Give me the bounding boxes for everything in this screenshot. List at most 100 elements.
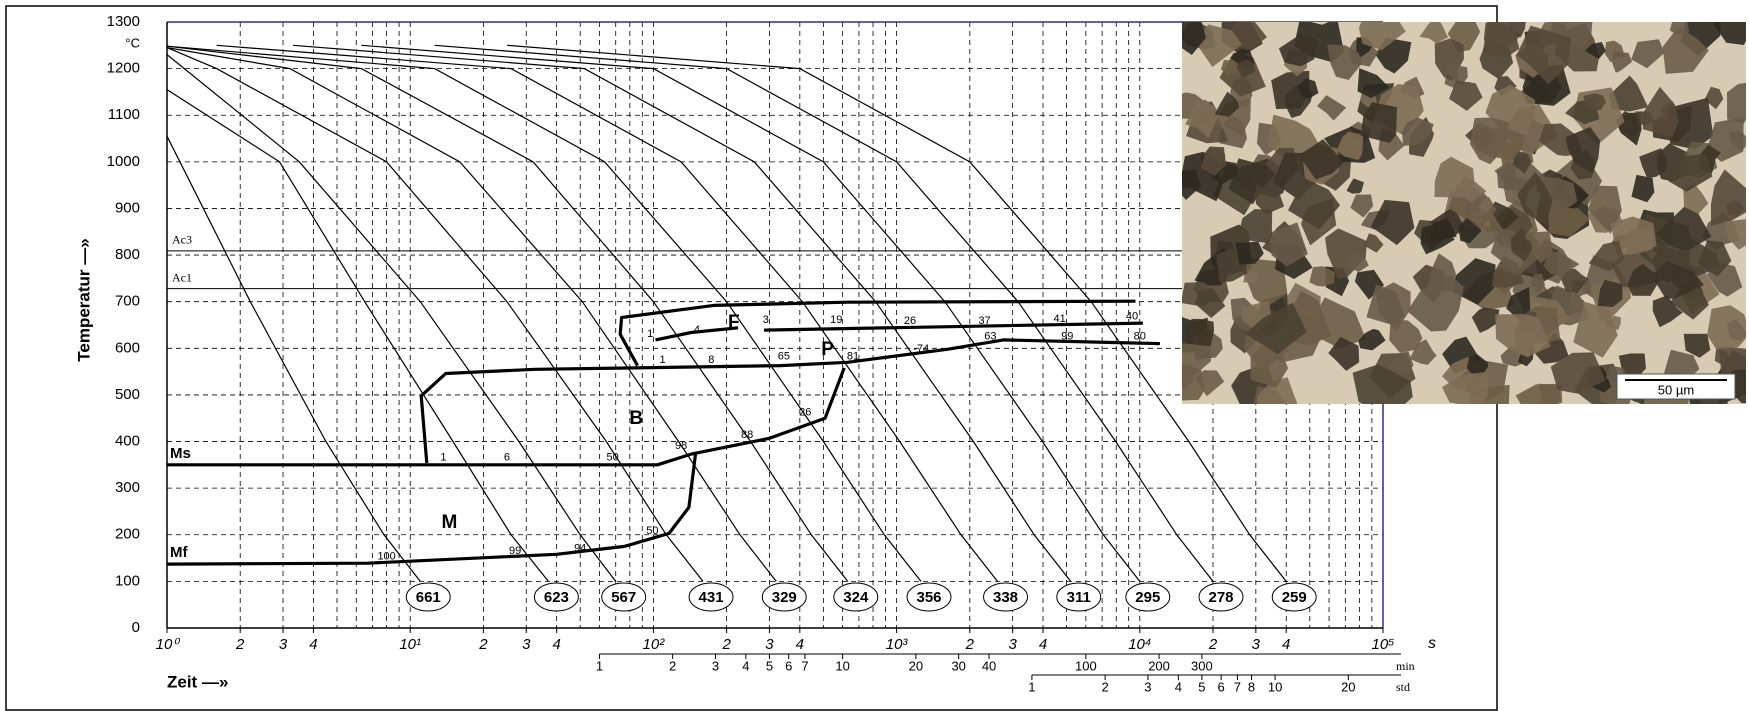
y-tick-label: 1300 — [107, 13, 140, 30]
reference-label: Ac1 — [172, 270, 192, 284]
x-tick-label: 10¹ — [399, 636, 421, 653]
hardness-label: 278 — [1208, 589, 1233, 606]
percent-label: 99 — [509, 545, 521, 557]
percent-label: 6 — [504, 451, 510, 463]
y-tick-label: 0 — [132, 619, 140, 636]
percent-label: 94 — [574, 543, 586, 555]
x-tick-label: 2 — [235, 636, 245, 653]
min-axis-tick-label: 10 — [835, 658, 849, 673]
percent-label: -74 — [913, 343, 929, 355]
x-tick-label: 4 — [1039, 636, 1047, 653]
x-tick-label: 3 — [765, 636, 774, 653]
hardness-label: 295 — [1135, 589, 1160, 606]
percent-label: 1 — [659, 354, 665, 366]
min-axis-tick-label: 300 — [1191, 658, 1213, 673]
y-unit: °C — [125, 35, 140, 50]
min-axis-tick-label: 40 — [982, 658, 996, 673]
y-tick-label: 1000 — [107, 153, 140, 170]
percent-label: 88 — [741, 429, 753, 441]
phase-label: P — [821, 339, 834, 360]
hardness-label: 311 — [1067, 589, 1091, 606]
hardness-label: 567 — [611, 589, 636, 606]
x-tick-label: 10⁵ — [1372, 636, 1395, 653]
phase-label: B — [629, 408, 643, 429]
percent-label: 50 — [646, 525, 658, 537]
micrograph — [1166, 3, 1749, 432]
min-axis-tick-label: 100 — [1075, 658, 1097, 673]
std-unit: std — [1396, 680, 1410, 694]
std-axis-tick-label: 20 — [1341, 679, 1355, 694]
percent-label: 41 — [1053, 313, 1065, 325]
x-tick-label: 4 — [1282, 636, 1290, 653]
hardness-label: 324 — [843, 589, 869, 606]
percent-label: 50 — [607, 451, 619, 463]
y-axis-title: Temperatur —» — [74, 238, 93, 361]
x-tick-label: 10⁰ — [156, 636, 181, 653]
y-tick-label: 800 — [115, 246, 140, 263]
min-axis-tick-label: 200 — [1148, 658, 1170, 673]
percent-label: 1 — [647, 328, 653, 340]
x-tick-label: 2 — [965, 636, 975, 653]
x-tick-label: 2 — [721, 636, 731, 653]
y-tick-label: 600 — [115, 339, 140, 356]
std-axis-tick-label: 2 — [1101, 679, 1108, 694]
std-axis-tick-label: 1 — [1028, 679, 1035, 694]
std-axis-tick-label: 8 — [1248, 679, 1255, 694]
x-tick-label: 4 — [309, 636, 317, 653]
min-axis-tick-label: 20 — [909, 658, 923, 673]
chart: Ac3Ac16616235674313293243563383112952782… — [0, 0, 1749, 711]
y-tick-label: 100 — [115, 572, 140, 589]
x-tick-label: 3 — [522, 636, 531, 653]
std-axis-tick-label: 4 — [1175, 679, 1182, 694]
min-axis-tick-label: 7 — [801, 658, 808, 673]
percent-label: 26 — [904, 315, 916, 327]
x-tick-label: 2 — [1208, 636, 1218, 653]
scale-bar-label: 50 µm — [1658, 382, 1694, 397]
x-tick-label: 10² — [643, 636, 666, 653]
phase-label: M — [442, 512, 458, 533]
percent-label: 26 — [799, 407, 811, 419]
percent-label: 40 — [1126, 311, 1138, 323]
percent-label: 3 — [763, 314, 769, 326]
min-axis-tick-label: 4 — [742, 658, 749, 673]
hardness-label: 338 — [993, 589, 1018, 606]
hardness-label: 661 — [416, 589, 441, 606]
x-unit: s — [1428, 635, 1436, 652]
percent-label: 4 — [694, 324, 700, 336]
percent-label: 100 — [377, 551, 395, 563]
percent-label: 8 — [708, 354, 714, 366]
y-tick-label: 400 — [115, 433, 140, 450]
y-tick-label: 300 — [115, 479, 140, 496]
y-tick-label: 200 — [115, 526, 140, 543]
x-tick-label: 2 — [478, 636, 488, 653]
percent-label: 19 — [830, 314, 842, 326]
percent-label: 63 — [984, 331, 996, 343]
percent-label: 65 — [778, 351, 790, 363]
percent-label: 37 — [978, 315, 990, 327]
x-tick-label: 3 — [1008, 636, 1017, 653]
percent-label: 80 — [1134, 331, 1146, 343]
boundary-label: Mf — [170, 544, 188, 561]
min-unit: min — [1396, 659, 1415, 673]
percent-label: 1 — [440, 451, 446, 463]
percent-label: 99 — [1061, 331, 1073, 343]
min-axis-tick-label: 5 — [766, 658, 773, 673]
std-axis-tick-label: 10 — [1268, 679, 1282, 694]
y-tick-label: 700 — [115, 293, 140, 310]
x-tick-label: 10³ — [886, 636, 909, 653]
x-tick-label: 4 — [796, 636, 804, 653]
min-axis-tick-label: 6 — [785, 658, 792, 673]
min-axis-tick-label: 2 — [669, 658, 676, 673]
hardness-label: 329 — [772, 589, 797, 606]
boundary-label: Ms — [170, 445, 191, 462]
min-axis-tick-label: 30 — [951, 658, 965, 673]
phase-label: F — [728, 312, 740, 333]
reference-label: Ac3 — [172, 233, 192, 247]
std-axis-tick-label: 7 — [1234, 679, 1241, 694]
y-tick-label: 1200 — [107, 60, 140, 77]
hardness-label: 431 — [699, 589, 724, 606]
std-axis-tick-label: 6 — [1218, 679, 1225, 694]
y-tick-label: 900 — [115, 199, 140, 216]
y-tick-label: 500 — [115, 386, 140, 403]
x-axis-title: Zeit —» — [167, 672, 228, 691]
